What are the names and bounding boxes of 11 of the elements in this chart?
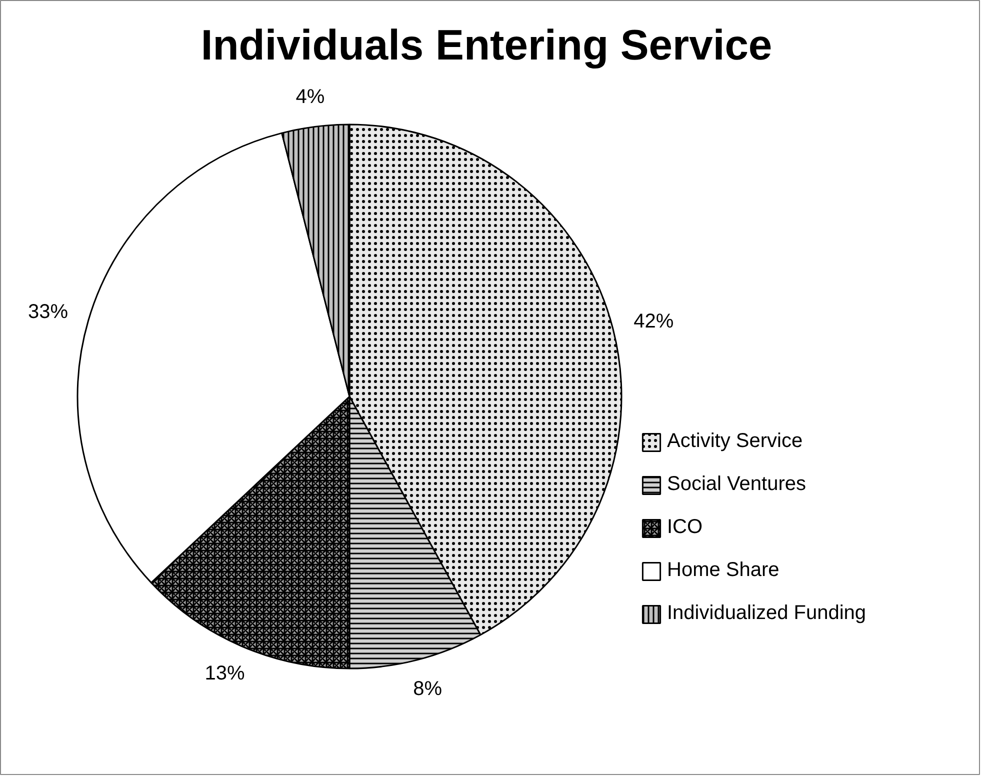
chart-title: Individuals Entering Service (200, 22, 772, 70)
legend-label: Home Share (667, 559, 780, 582)
data-label: 4% (296, 86, 325, 108)
legend-label: ICO (667, 516, 703, 539)
data-label: 42% (634, 310, 674, 332)
data-label: 33% (28, 301, 68, 324)
legend-label: Social Ventures (667, 473, 806, 496)
legend-label: Individualized Funding (667, 602, 866, 625)
data-label: 8% (413, 678, 442, 700)
data-label: 13% (204, 662, 246, 685)
legend-label: Activity Service (667, 430, 803, 453)
